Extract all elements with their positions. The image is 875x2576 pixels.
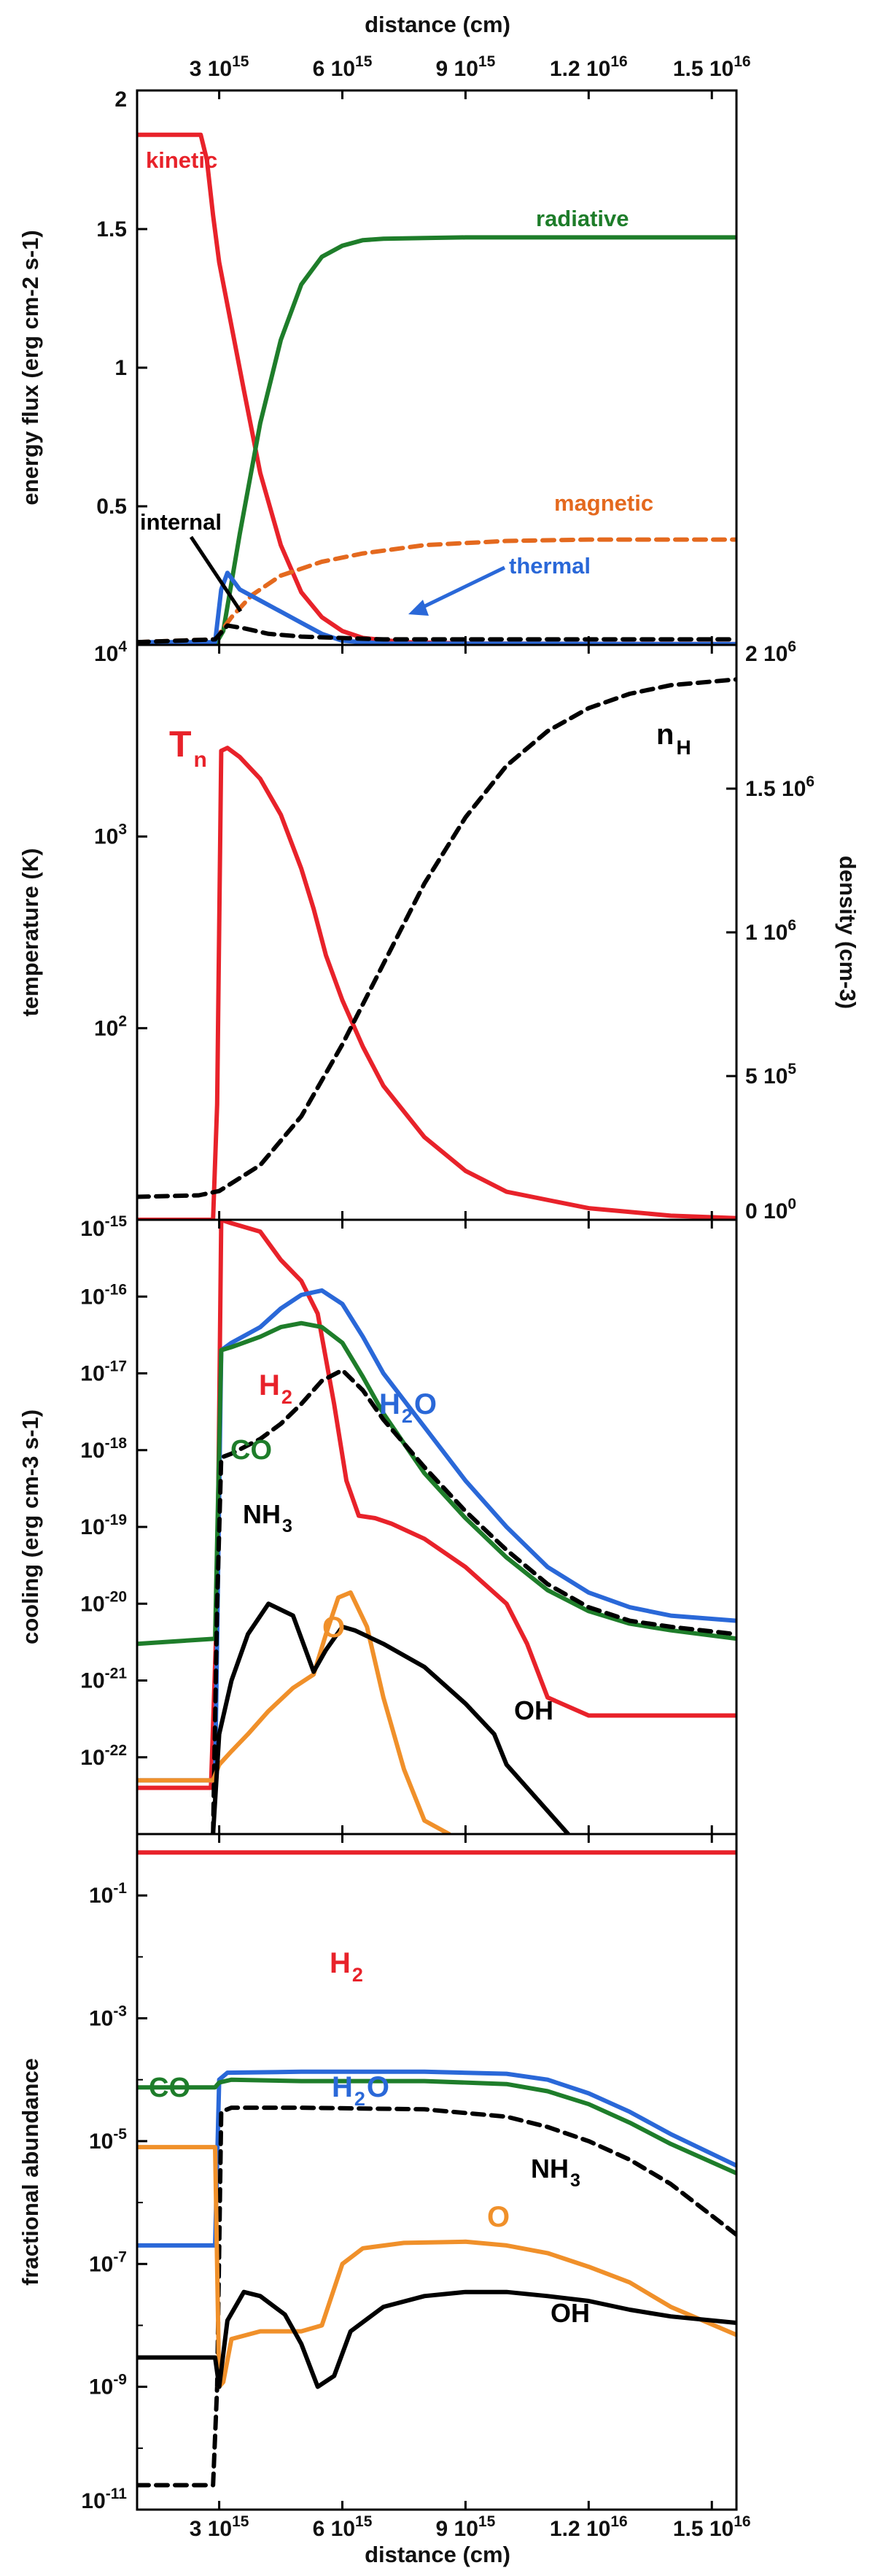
ytick-label-temperature-1: 103 [94,821,127,849]
series-cooling-o [137,1590,451,1834]
series-abundance-o [137,2145,736,2389]
y2tick-label-temperature-0: 0 100 [745,1196,796,1223]
series-cooling-oh [211,1601,571,1834]
label-thermal: thermal [509,553,591,579]
ytick-label-cooling-0: 10-15 [80,1213,127,1241]
ytick-label-abundance-1: 10-3 [89,2003,127,2031]
ytick-label-energy-0: 0.5 [96,495,127,519]
ytick-label-cooling-7: 10-22 [80,1742,127,1770]
ytick-label-temperature-2: 102 [94,1013,127,1040]
ytick-label-abundance-5: 10-11 [81,2486,127,2513]
series-energy-internal [137,623,736,645]
ytick-label-cooling-4: 10-19 [80,1512,127,1539]
abundance-label-nh3: NH3 [531,2154,580,2191]
series-energy-radiative [137,235,736,645]
cooling-label-o: O [322,1612,345,1644]
label-internal: internal [140,509,222,535]
cooling-label-nh3: NH3 [243,1499,292,1536]
ytick-label-temperature-0: 104 [94,638,127,666]
frame-energy [136,89,738,646]
top-xtick-label-3: 1.2 1016 [550,53,628,81]
bottom-xtick-label-4: 1.5 1016 [673,2513,751,2541]
cooling-label-h2: H2 [259,1369,292,1408]
series-cooling-co [137,1320,736,1647]
y2tick-label-temperature-4: 2 106 [745,638,796,666]
top-axis-title: distance (cm) [365,12,510,37]
ytick-label-abundance-4: 10-9 [89,2372,127,2399]
ytick-label-energy-1: 1 [114,356,127,380]
y2tick-label-temperature-3: 1.5 106 [745,773,814,801]
frame-cooling [136,1218,738,1836]
ylabel-abundance: fractional abundance [18,2058,43,2286]
label-kinetic: kinetic [146,147,217,173]
cooling-label-h2o: H2O [379,1388,437,1427]
series-abundance-co [137,2077,736,2175]
thermal-arrowhead [408,600,429,616]
ytick-label-cooling-6: 10-21 [80,1666,127,1693]
y2tick-label-temperature-2: 1 106 [745,917,796,945]
ylabel-cooling: cooling (erg cm-3 s-1) [18,1409,43,1644]
top-xtick-label-1: 6 1015 [313,53,373,81]
series-energy-thermal [137,570,736,645]
frame-temperature [136,643,738,1221]
ytick-label-cooling-1: 10-16 [80,1281,127,1309]
energy-flux-panel: 0.5 1 1.5 2 energy flux (erg cm-2 s-1) [18,88,738,646]
series-temperature-nh [137,677,736,1199]
abundance-label-h2: H2 [330,1947,363,1986]
ytick-label-cooling-5: 10-20 [80,1588,127,1616]
abundance-label-co: CO [149,2073,190,2103]
ytick-label-cooling-2: 10-17 [80,1358,127,1386]
ytick-label-abundance-0: 10-1 [89,1880,127,1908]
series-cooling-h2o [137,1288,736,1783]
series-cooling-nh3 [211,1368,736,1834]
ytick-label-energy-3: 2 [114,88,127,112]
cooling-panel: 10-15 10-16 10-17 10-18 10-19 10-20 10-21 10-22… [18,1213,738,1836]
ytick-label-energy-2: 1.5 [96,217,127,241]
ytick-label-abundance-2: 10-5 [89,2126,127,2154]
label-radiative: radiative [536,206,629,231]
abundance-label-oh: OH [551,2298,590,2328]
ytick-label-cooling-3: 10-18 [80,1435,127,1463]
ytick-label-abundance-3: 10-7 [89,2248,127,2276]
bottom-xtick-label-3: 1.2 1016 [550,2513,628,2541]
top-xtick-label-4: 1.5 1016 [673,53,751,81]
bottom-xtick-label-2: 9 1015 [436,2513,496,2541]
bottom-xtick-label-0: 3 1015 [190,2513,249,2541]
thermal-arrow-line [417,565,506,611]
top-xtick-label-2: 9 1015 [436,53,496,81]
abundance-label-h2o: H2O [332,2071,389,2110]
top-axis-tick-labels: 3 1015 6 1015 9 1015 1.2 1016 1.5 1016 [190,53,751,81]
fractional-abundance-panel: 10-1 10-3 10-5 10-7 10-9 10-11 fractional abun… [18,1833,751,2541]
series-temperature-tn [137,746,736,1220]
cooling-label-co: CO [230,1435,272,1466]
abundance-label-o: O [487,2201,510,2233]
y2tick-label-temperature-1: 5 105 [745,1061,796,1088]
label-magnetic: magnetic [554,490,653,516]
series-abundance-oh [137,2289,736,2389]
series-energy-kinetic [137,132,736,645]
temperature-density-panel: 104 103 102 0 100 5 105 1 106 1.5 106 2 106 temp… [18,638,860,1223]
bottom-xtick-label-1: 6 1015 [313,2513,373,2541]
cooling-label-oh: OH [514,1695,553,1725]
ylabel-energy: energy flux (erg cm-2 s-1) [18,230,43,505]
series-cooling-h2 [137,1220,736,1790]
bottom-axis-title: distance (cm) [365,2542,510,2567]
y2label-temperature: density (cm-3) [835,856,860,1009]
frame-abundance [136,1833,738,2511]
ylabel-temperature: temperature (K) [18,848,43,1017]
top-xtick-label-0: 3 1015 [190,53,249,81]
internal-arrow-line [189,535,243,613]
series-abundance-h2o [137,2069,736,2248]
